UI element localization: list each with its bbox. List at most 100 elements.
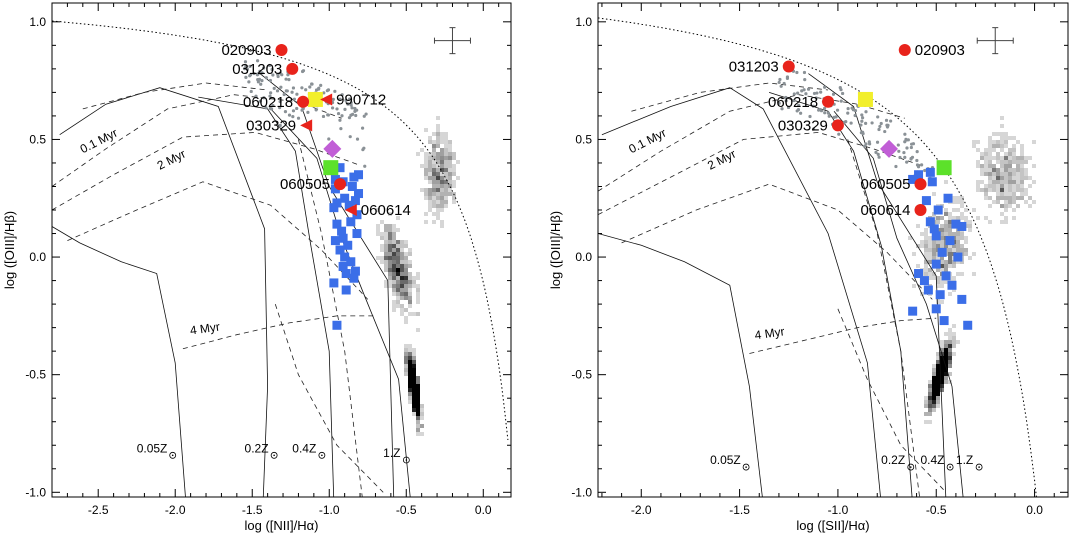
density-cell [436,208,440,212]
sdss-galaxy-point [860,119,864,123]
density-cell [960,212,964,216]
sdss-galaxy-point [823,111,827,115]
density-cell [1000,176,1004,180]
density-cell [1016,188,1020,192]
density-cell [416,428,420,432]
grb-host-triangle-marker [344,204,357,217]
sdss-galaxy-point [271,73,275,77]
density-cell [952,216,956,220]
density-cell [396,240,400,244]
density-cell [956,340,960,344]
density-cell [436,124,440,128]
density-cell [924,268,928,272]
density-cell [444,168,448,172]
density-cell [1016,156,1020,160]
density-cell [404,264,408,268]
density-cell [396,284,400,288]
density-cell [944,260,948,264]
density-cell [408,296,412,300]
density-cell [944,348,948,352]
x-tick-label: 0.0 [1026,503,1043,517]
density-cell [432,144,436,148]
density-cell [384,228,388,232]
density-cell [976,164,980,168]
density-cell [988,164,992,168]
density-cell [948,356,952,360]
sdss-galaxy-point [802,70,807,75]
density-cell [404,368,408,372]
density-cell [408,280,412,284]
density-cell [980,180,984,184]
density-cell [944,228,948,232]
density-cell [400,244,404,248]
density-cell [432,196,436,200]
density-cell [932,388,936,392]
density-cell [1012,180,1016,184]
density-cell [420,408,424,412]
density-cell [424,128,428,132]
comparison-galaxy-marker [340,193,350,203]
density-cell [948,360,952,364]
comparison-galaxy-marker [346,257,356,267]
comparison-galaxy-marker [346,217,356,227]
density-cell [932,400,936,404]
density-cell [424,152,428,156]
density-cell [1004,140,1008,144]
sdss-galaxy-point [249,89,253,94]
density-cell [948,216,952,220]
density-cell [976,140,980,144]
grb-label: 060505 [860,176,910,193]
comparison-galaxy-marker [914,170,924,180]
sdss-galaxy-point [287,78,291,82]
density-cell [1008,164,1012,168]
density-cell [392,268,396,272]
density-cell [1004,136,1008,140]
density-cell [404,348,408,352]
age-line [749,317,937,354]
host-galaxy-square-marker [323,160,339,176]
density-cell [424,168,428,172]
sdss-galaxy-point [920,163,924,167]
density-cell [432,176,436,180]
density-cell [432,192,436,196]
density-cell [396,292,400,296]
density-cell [1020,148,1024,152]
comparison-galaxy-marker [957,294,967,304]
y-tick-label: -1.0 [571,485,592,499]
density-cell [436,176,440,180]
density-cell [948,364,952,368]
density-cell [1016,160,1020,164]
density-cell [936,372,940,376]
density-cell [440,152,444,156]
density-cell [924,256,928,260]
density-cell [936,284,940,288]
metallicity-line [601,87,881,497]
y-axis-title: log ([OIII]/Hβ) [548,211,563,289]
density-cell [1000,116,1004,120]
density-cell [408,376,412,380]
grb-label: 020903 [915,42,965,59]
density-cell [928,420,932,424]
density-cell [1008,168,1012,172]
density-cell [948,248,952,252]
density-cell [432,212,436,216]
metallicity-line [198,96,335,497]
density-cell [932,396,936,400]
density-cell [984,192,988,196]
density-cell [404,352,408,356]
density-cell [424,192,428,196]
sdss-galaxy-point [268,106,272,110]
sdss-galaxy-point [915,158,919,163]
sdss-galaxy-point [823,85,827,89]
sdss-galaxy-point [267,63,272,68]
comparison-galaxy-marker [933,205,943,215]
density-cell [436,196,440,200]
density-cell [444,140,448,144]
density-cell [376,228,380,232]
sdss-galaxy-point [252,71,256,76]
sdss-galaxy-point [835,108,840,112]
density-cell [924,244,928,248]
density-cell [416,380,420,384]
y-tick-label: -0.5 [25,368,46,382]
density-cell [1000,188,1004,192]
